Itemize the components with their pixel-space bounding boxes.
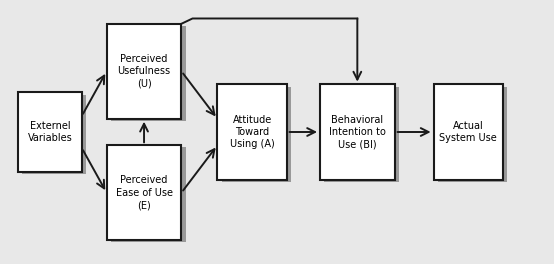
FancyBboxPatch shape [106, 145, 182, 240]
Text: Perceived
Ease of Use
(E): Perceived Ease of Use (E) [116, 175, 172, 210]
FancyBboxPatch shape [18, 92, 82, 172]
Text: Behavioral
Intention to
Use (BI): Behavioral Intention to Use (BI) [329, 115, 386, 149]
Text: Perceived
Usefulness
(U): Perceived Usefulness (U) [117, 54, 171, 89]
FancyBboxPatch shape [320, 84, 394, 180]
FancyBboxPatch shape [111, 26, 186, 121]
FancyBboxPatch shape [106, 24, 182, 119]
FancyBboxPatch shape [218, 84, 287, 180]
FancyBboxPatch shape [438, 87, 507, 182]
FancyBboxPatch shape [325, 87, 399, 182]
FancyBboxPatch shape [111, 147, 186, 242]
FancyBboxPatch shape [22, 95, 86, 174]
FancyBboxPatch shape [222, 87, 291, 182]
FancyBboxPatch shape [433, 84, 503, 180]
Text: Externel
Variables: Externel Variables [28, 121, 72, 143]
Text: Actual
System Use: Actual System Use [439, 121, 497, 143]
Text: Attitude
Toward
Using (A): Attitude Toward Using (A) [230, 115, 274, 149]
